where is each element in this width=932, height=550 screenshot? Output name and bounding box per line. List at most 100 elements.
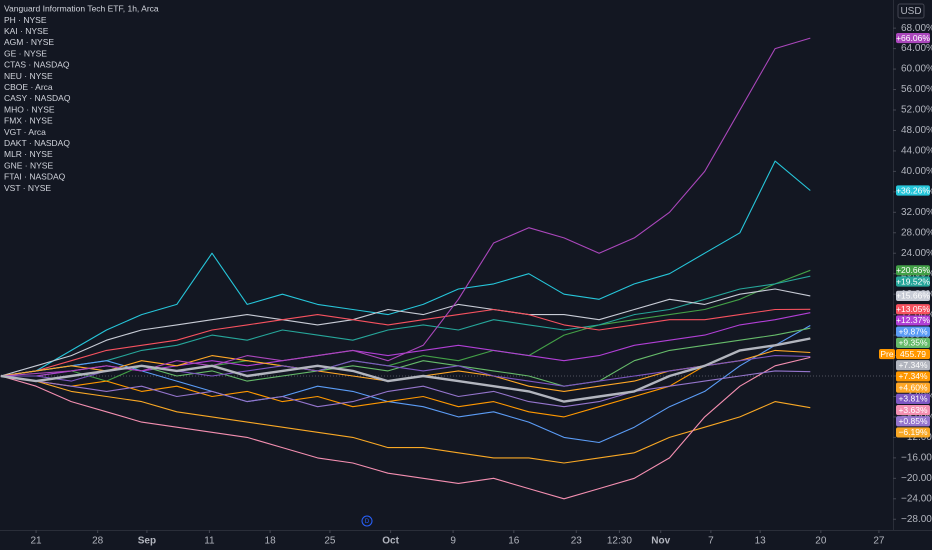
event-marker[interactable] (361, 515, 373, 527)
x-tick-label: Oct (382, 536, 399, 547)
legend-entry: VST · NYSE (4, 183, 51, 193)
badge-box (896, 382, 930, 393)
series-line (0, 288, 811, 377)
badge-box (896, 393, 930, 404)
badge-box (896, 360, 930, 371)
series-line (0, 370, 811, 408)
y-tick-label: 40.00% (901, 166, 932, 177)
series-badge: +12.37% (896, 315, 930, 326)
series-line (0, 337, 811, 403)
badge-label: +9.87% (898, 326, 928, 336)
x-tick-label: 21 (31, 536, 43, 547)
series-badge: +7.34% (896, 371, 930, 382)
legend-entry: GNE · NYSE (4, 160, 53, 170)
badge-label: +7.34% (898, 371, 928, 381)
y-tick-label: −24.00% (901, 493, 932, 504)
badge-box (896, 315, 930, 326)
badge-box (896, 371, 930, 382)
y-tick-label: 64.00% (901, 43, 932, 54)
legend-entry: NEU · NYSE (4, 71, 53, 81)
badge-label: +3.63% (898, 405, 928, 415)
y-tick-label: 28.00% (901, 227, 932, 238)
badge-box (896, 427, 930, 438)
x-tick-label: 16 (508, 536, 520, 547)
badge-label: +0.85% (898, 416, 928, 426)
y-tick-label: 12.00% (901, 309, 932, 320)
y-tick-label: −28.00% (901, 514, 932, 525)
y-tick-label: −16.00% (901, 453, 932, 464)
badge-label: +4.60% (898, 382, 928, 392)
badge-box (896, 290, 930, 301)
series-line (0, 160, 811, 377)
series-line (0, 375, 811, 464)
currency-box[interactable] (897, 3, 925, 19)
y-tick-label: 56.00% (901, 84, 932, 95)
badge-label: −6.19% (898, 427, 928, 437)
series-line (0, 325, 811, 444)
y-tick-label: 68.00% (901, 23, 932, 34)
legend-entry: CASY · NASDAQ (4, 93, 71, 103)
badge-box (896, 304, 930, 315)
badge-box (896, 265, 930, 276)
series-badge: −6.19% (896, 427, 930, 438)
x-tick-label: 12:30 (607, 536, 632, 547)
legend-entry: CTAS · NASDAQ (4, 60, 70, 70)
series-line (0, 308, 811, 377)
session-box (879, 348, 895, 360)
legend-entry: DAKT · NASDAQ (4, 138, 70, 148)
badge-label: +19.52% (896, 276, 930, 286)
series-badge: +4.60% (896, 382, 930, 393)
badge-label: +20.66% (896, 265, 930, 275)
series-badge: +0.85% (896, 416, 930, 427)
x-tick-label: 20 (815, 536, 827, 547)
event-marker-letter[interactable]: D (365, 519, 370, 525)
x-tick-label: 28 (92, 536, 104, 547)
y-tick-label: 60.00% (901, 64, 932, 75)
badge-label: +3.81% (898, 394, 928, 404)
legend-entry: MLR · NYSE (4, 149, 53, 159)
x-tick-label: Sep (138, 536, 156, 547)
badge-box (896, 326, 930, 337)
y-tick-label: −20.00% (901, 473, 932, 484)
x-tick-label: 9 (450, 536, 456, 547)
y-tick-label: 52.00% (901, 105, 932, 116)
session-label: Pre (880, 349, 894, 359)
badge-label: +66.06% (896, 33, 930, 43)
series-badge: +7.34% (896, 360, 930, 371)
badge-box (896, 348, 930, 360)
currency[interactable]: USD (900, 6, 921, 17)
legend-entry: GE · NYSE (4, 48, 47, 58)
badge-label: +7.34% (898, 360, 928, 370)
badge-box (896, 337, 930, 348)
series-badge: +36.26% (896, 185, 930, 196)
series-badge: +19.52% (896, 276, 930, 287)
badge-label: +12.37% (896, 315, 930, 325)
badge-label: 455.79 (900, 349, 926, 359)
events-icon[interactable]: D (361, 515, 373, 527)
legend-entry: MHO · NYSE (4, 104, 55, 114)
y-tick-label: 24.00% (901, 248, 932, 259)
y-tick-label: 32.00% (901, 207, 932, 218)
x-tick-label: 11 (204, 536, 215, 547)
badge-box (896, 276, 930, 287)
series-line (0, 269, 811, 382)
series-line (0, 356, 811, 500)
chart-title: Vanguard Information Tech ETF, 1h, Arca (4, 3, 159, 13)
series-badge: +9.87% (896, 326, 930, 337)
x-tick-label: 18 (265, 536, 277, 547)
series-badge: +13.05% (896, 304, 930, 315)
legend-entry: FTAI · NASDAQ (4, 172, 66, 182)
badge-label: +13.05% (896, 304, 930, 314)
badge-box (896, 32, 930, 44)
series-badge: +3.63% (896, 405, 930, 416)
x-tick-label: 27 (873, 536, 885, 547)
legend-entry: AGM · NYSE (4, 37, 54, 47)
y-tick-label: 44.00% (901, 146, 932, 157)
legend-entry: VGT · Arca (4, 127, 46, 137)
series-badge: +20.66% (896, 265, 930, 276)
x-tick-label: 13 (755, 536, 767, 547)
x-tick-label: 23 (571, 536, 583, 547)
y-tick-label: 48.00% (901, 125, 932, 136)
